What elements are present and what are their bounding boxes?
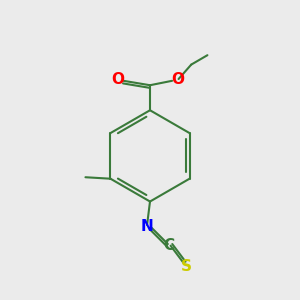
- Text: O: O: [171, 72, 184, 87]
- Text: N: N: [141, 219, 153, 234]
- Text: C: C: [164, 238, 175, 253]
- Text: S: S: [181, 260, 192, 274]
- Text: O: O: [112, 72, 125, 87]
